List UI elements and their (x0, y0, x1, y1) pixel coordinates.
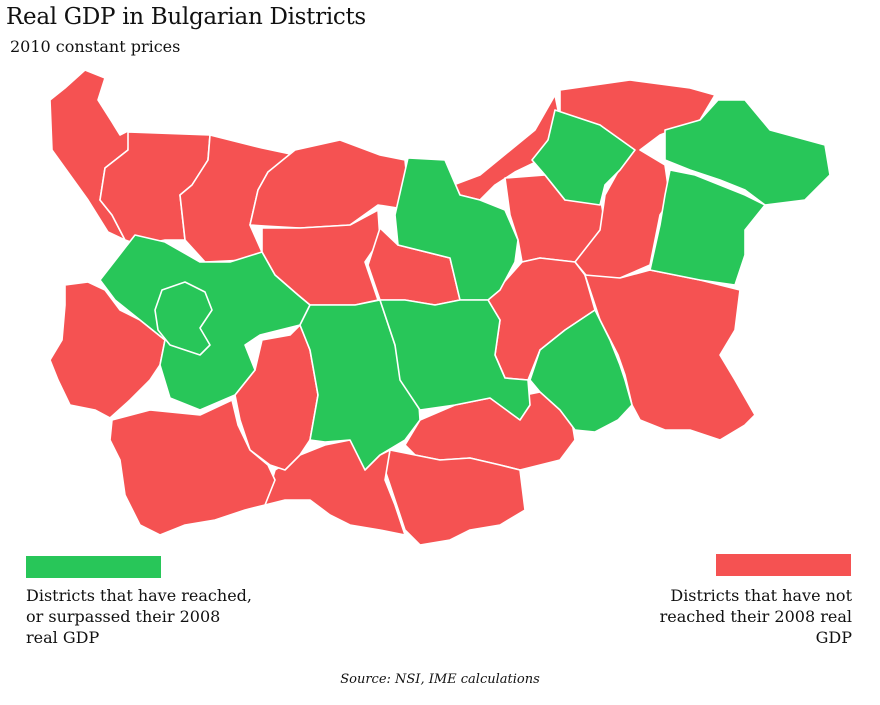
district-stara-zagora (379, 299, 531, 421)
district-kardzhali (384, 449, 526, 546)
district-sofia-city (154, 281, 213, 356)
district-varna (649, 169, 766, 286)
legend-not-reached-line-1: Districts that have not (670, 586, 852, 605)
district-razgrad (531, 109, 636, 206)
district-kyustendil (49, 281, 166, 419)
legend-not-reached-label: Districts that have not reached their 20… (637, 585, 852, 648)
bulgaria-district-map (49, 69, 831, 546)
district-yambol (529, 309, 633, 433)
district-dobrich (664, 99, 831, 206)
legend-reached-line-3: real GDP (26, 628, 100, 647)
district-veliko-tarnovo (394, 157, 519, 301)
legend-reached-line-1: Districts that have reached, (26, 586, 252, 605)
legend-reached-swatch (26, 556, 161, 578)
legend-not-reached-line-2: reached their 2008 real (659, 607, 852, 626)
source-note: Source: NSI, IME calculations (340, 672, 540, 687)
legend-not-reached-line-3: GDP (815, 628, 852, 647)
legend-not-reached-swatch (716, 554, 851, 576)
legend-reached-line-2: or surpassed their 2008 (26, 607, 221, 626)
district-sofia-province (99, 234, 311, 411)
map-title: Real GDP in Bulgarian Districts (6, 4, 366, 30)
district-blagoevgrad (109, 399, 276, 536)
map-subtitle: 2010 constant prices (10, 37, 181, 56)
legend-reached-label: Districts that have reached, or surpasse… (26, 585, 266, 648)
